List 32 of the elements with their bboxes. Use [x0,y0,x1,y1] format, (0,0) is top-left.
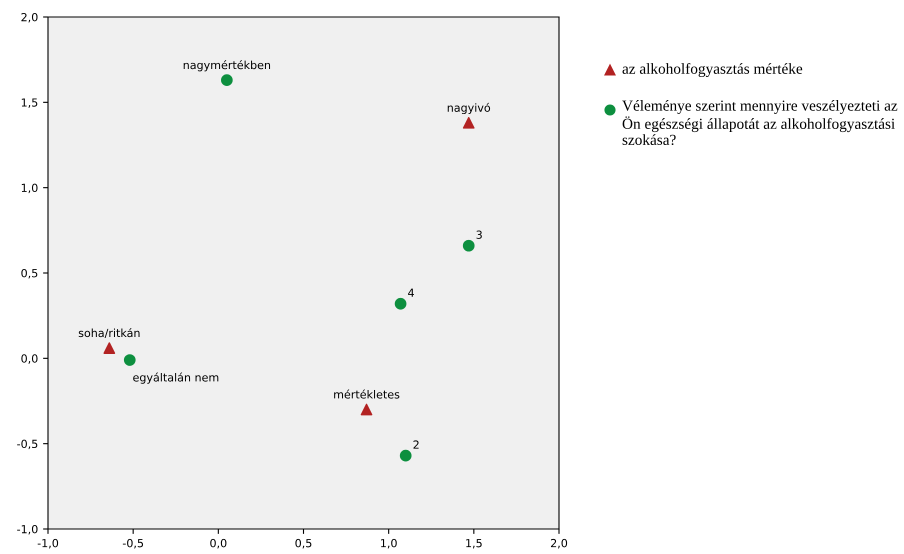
point [394,298,406,310]
point [360,404,372,416]
point [124,354,136,366]
legend-label: Véleménye szerint mennyire veszélyezteti az Ön egészségi állapotát az alkoholfogyasztási szokása? [622,100,898,146]
point [400,450,412,462]
annotation: 2 [413,440,419,449]
legend-label: az alkoholfogyasztás mértéke [622,62,802,78]
y-tick-label: -1,0 [17,524,38,535]
point [221,74,233,86]
annotation: soha/ritkán [78,328,140,338]
annotation: mértékletes [334,390,400,399]
y-tick-label: 0,5 [21,268,38,279]
y-tick-label: -0,5 [17,440,38,450]
annotation: nagymértékben [184,60,270,72]
y-tick-label: 2,0 [21,12,38,23]
x-tick-label: 1,5 [466,539,482,548]
x-tick-label: 2,0 [550,538,568,548]
annotation: nagyivó [448,102,490,114]
x-tick-label: 0,0 [210,538,226,548]
annotation: egyáltalán nem [133,372,218,384]
y-tick-label: 1,5 [22,98,38,108]
x-tick-label: -0,5 [122,538,144,548]
annotation: 3 [476,230,482,239]
y-tick-label: 1,0 [22,184,38,194]
annotation: 4 [408,288,414,297]
x-tick-label: 1,0 [381,538,397,548]
point [462,116,475,129]
y-tick-label: 0,0 [21,354,38,364]
x-tick-label: -1,0 [38,538,58,548]
x-tick-label: 0,5 [295,538,312,548]
point [462,240,475,252]
point [103,342,116,354]
